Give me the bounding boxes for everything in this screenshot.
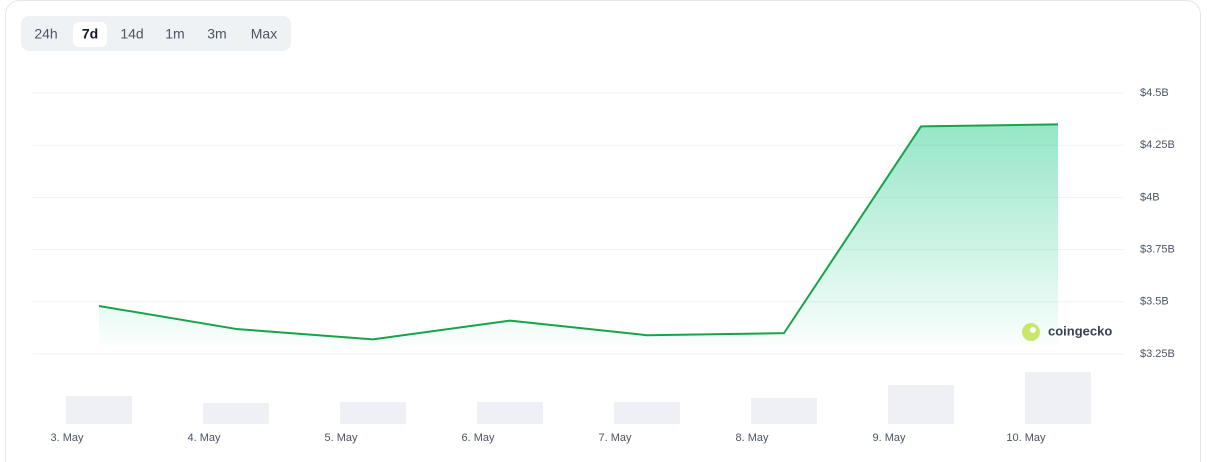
range-button-active-bg [73,22,107,47]
range-button[interactable]: 7d [82,26,98,42]
x-tick-label: 3. May [50,432,84,444]
x-tick-label: 8. May [735,432,769,444]
watermark-logo-eye [1030,327,1036,333]
y-tick-label: $4.5B [1140,87,1169,99]
y-tick-label: $4.25B [1140,139,1175,151]
y-tick-label: $3.25B [1140,348,1175,360]
x-tick-label: 6. May [461,432,495,444]
x-tick-label: 4. May [187,432,221,444]
y-tick-label: $4B [1140,191,1160,203]
area-fill [99,124,1058,346]
volume-bar [477,402,543,424]
volume-bar [203,403,269,424]
volume-bar [751,398,817,424]
range-button[interactable]: 3m [207,26,226,42]
volume-bar [66,396,132,424]
watermark-text: coingecko [1048,323,1112,338]
range-button[interactable]: Max [251,26,277,42]
y-tick-label: $3.5B [1140,296,1169,308]
x-tick-label: 7. May [598,432,632,444]
x-tick-label: 9. May [872,432,906,444]
volume-bar [1025,372,1091,424]
price-line [98,123,1059,341]
x-tick-label: 5. May [324,432,358,444]
card [5,0,1201,462]
volume-bar [614,402,680,424]
y-tick-label: $3.75B [1140,244,1175,256]
x-tick-label: 10. May [1006,432,1046,444]
volume-bar [888,385,954,424]
range-button[interactable]: 24h [34,26,57,42]
range-button[interactable]: 14d [120,26,143,42]
range-button[interactable]: 1m [165,26,184,42]
volume-bar [340,402,406,424]
